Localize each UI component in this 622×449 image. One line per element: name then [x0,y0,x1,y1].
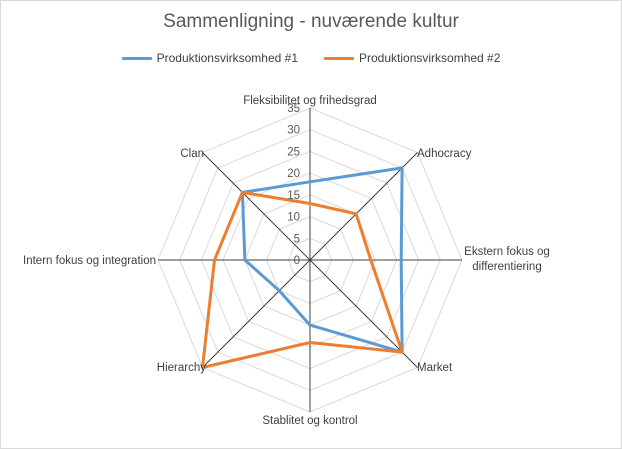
legend-item-series-1: Produktionsvirksomhed #1 [121,51,298,65]
legend-swatch-series-2 [324,56,354,60]
radial-tick-label: 0 [294,255,300,267]
category-label: Hierarchy [157,362,206,374]
legend-label-series-1: Produktionsvirksomhed #1 [156,51,298,65]
radial-tick-label: 25 [287,146,300,158]
radial-tick-label: 20 [287,168,300,180]
radial-tick-label: 15 [287,190,300,202]
category-label: Stablitet og kontrol [262,415,357,427]
category-label: Intern fokus og integration [23,255,156,267]
axis-spoke-8 [202,152,311,261]
series-line-1 [240,166,404,354]
legend-swatch-series-1 [121,56,152,60]
category-label: Adhocracy [417,148,472,160]
legend: Produktionsvirksomhed #1 Produktionsvirk… [1,51,621,65]
radial-tick-label: 35 [287,103,300,115]
legend-item-series-2: Produktionsvirksomhed #2 [324,51,500,65]
category-label: Market [417,362,453,374]
radial-tick-label: 5 [294,233,300,245]
category-label: Ekstern fokus og differentiering [464,246,550,273]
axis-spoke-6 [202,259,311,368]
chart-title: Sammenligning - nuværende kultur [163,11,459,32]
series-line-2 [201,190,404,369]
radial-tick-label: 30 [287,125,300,137]
category-label: Fleksibilitet og frihedsgrad [243,95,377,107]
axis-spoke-4 [309,259,418,368]
axis-spoke-2 [309,152,418,261]
radial-tick-label: 10 [287,212,300,224]
legend-label-series-2: Produktionsvirksomhed #2 [359,51,501,65]
category-label: Clan [180,148,204,160]
